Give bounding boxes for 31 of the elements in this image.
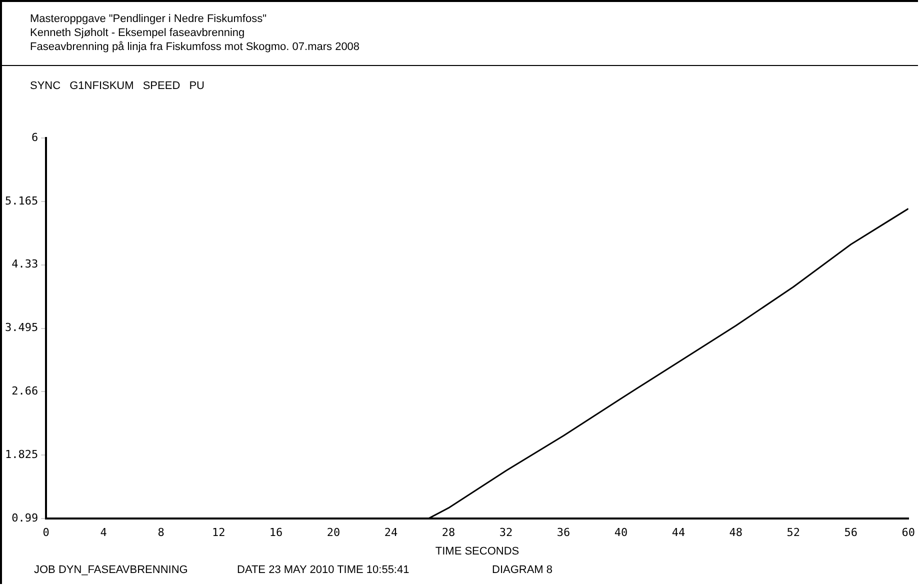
x-tick-label: 56 bbox=[844, 526, 858, 540]
x-tick-label: 28 bbox=[442, 526, 456, 540]
y-tick-label: 6 bbox=[31, 130, 38, 144]
chart-title: Masteroppgave "Pendlinger i Nedre Fiskumfoss" bbox=[30, 12, 268, 26]
text: DIAGRAM 8 bbox=[492, 564, 553, 576]
text: Faseavbrenning på linja fra Fiskumfoss mot Skogmo. 07.mars 2008 bbox=[30, 40, 361, 54]
x-tick-label: 48 bbox=[729, 526, 743, 540]
x-tick-label: 60 bbox=[902, 526, 915, 540]
x-tick-label: 0 bbox=[42, 526, 50, 540]
y-tick-label: 4.33 bbox=[12, 258, 38, 271]
x-tick-label: 12 bbox=[212, 526, 226, 540]
x-tick-label: 36 bbox=[556, 526, 570, 540]
text: DATE 23 MAY 2010 TIME 10:55:41 bbox=[237, 564, 410, 576]
x-tick-label: 4 bbox=[100, 526, 108, 540]
x-axis-title: TIME SECONDS bbox=[435, 545, 520, 558]
text: JOB DYN_FASEAVBRENNING bbox=[34, 564, 188, 576]
x-tick-label: 24 bbox=[384, 526, 398, 540]
y-tick-label: 2.66 bbox=[12, 384, 38, 398]
y-tick-label: 0.99 bbox=[12, 511, 38, 524]
chart-subtitle: Kenneth Sjøholt - Eksempel faseavbrenning bbox=[30, 26, 246, 40]
y-tick-label: 1.825 bbox=[4, 448, 38, 462]
x-tick-label: 20 bbox=[326, 526, 340, 540]
x-tick-label: 8 bbox=[158, 526, 164, 540]
x-tick-label: 32 bbox=[499, 526, 513, 540]
x-tick-label: 40 bbox=[614, 526, 628, 540]
x-tick-label: 44 bbox=[672, 526, 686, 540]
y-tick-label: 3.495 bbox=[4, 321, 38, 334]
y-axis-title: SYNC G1NFISKUM SPEED PU bbox=[30, 80, 204, 92]
x-tick-label: 16 bbox=[269, 526, 283, 540]
x-tick-label: 52 bbox=[786, 526, 800, 540]
y-tick-label: 5.165 bbox=[4, 194, 38, 208]
